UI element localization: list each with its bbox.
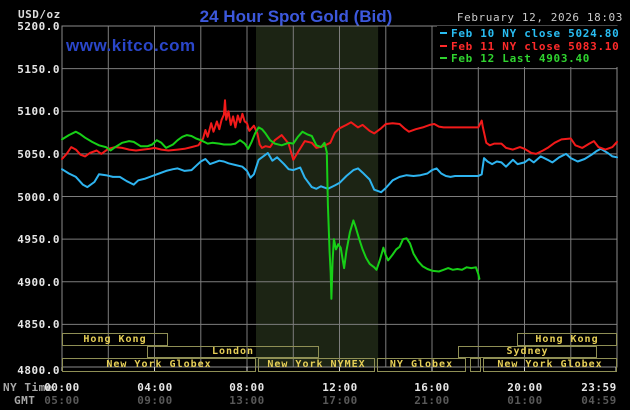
- y-tick-label: 4900.0: [17, 276, 60, 289]
- session-box: [470, 358, 481, 372]
- y-tick-label: 5150.0: [17, 63, 60, 76]
- session-box: London: [147, 345, 319, 358]
- page-title: 24 Hour Spot Gold (Bid): [199, 7, 393, 26]
- session-box: Sydney: [458, 345, 597, 358]
- session-label: Hong Kong: [83, 333, 147, 345]
- x-tick-label-gmt: 05:00: [44, 394, 80, 407]
- legend-dash-icon: [440, 57, 447, 59]
- x-tick-label-gmt: 13:00: [229, 394, 265, 407]
- y-tick-label: 5100.0: [17, 105, 60, 118]
- legend-dash-icon: [440, 32, 447, 34]
- session-label: New York Globex: [106, 359, 212, 371]
- session-box: Hong Kong: [62, 333, 168, 346]
- legend-item: Feb 10 NY close 5024.80: [440, 28, 619, 40]
- chart-timestamp: February 12, 2026 18:03: [456, 11, 623, 24]
- session-box: NY Globex: [377, 358, 466, 372]
- session-label: London: [211, 346, 255, 358]
- y-tick-label: 5050.0: [17, 148, 60, 161]
- session-label: New York Globex: [497, 359, 603, 371]
- session-box: New York Globex: [483, 358, 617, 372]
- x-tick-label-ny: 00:00: [44, 381, 80, 394]
- legend-label: Feb 12 Last 4903.40: [451, 52, 591, 65]
- session-box: New York NYMEX: [258, 358, 375, 372]
- kitco-watermark-link[interactable]: www.kitco.com: [66, 36, 196, 55]
- legend-label: Feb 11 NY close 5083.10: [451, 39, 620, 53]
- gmt-axis-label: GMT: [14, 394, 36, 407]
- legend: Feb 10 NY close 5024.80 Feb 11 NY close 5…: [437, 26, 626, 67]
- x-tick-label-ny: 20:00: [507, 381, 543, 394]
- x-tick-label-ny: 23:59: [581, 381, 617, 394]
- series-line-2: [61, 126, 481, 300]
- x-tick-label-gmt: 01:00: [507, 394, 543, 407]
- legend-item: Feb 11 NY close 5083.10: [440, 39, 620, 53]
- y-tick-label: 4800.0: [17, 364, 60, 377]
- y-tick-label: 5200.0: [17, 20, 60, 33]
- y-tick-label: 4850.0: [17, 318, 60, 331]
- y-tick-label: 5000.0: [17, 191, 60, 204]
- series-line-1: [61, 99, 618, 161]
- session-box: Hong Kong: [517, 333, 617, 346]
- session-label: New York NYMEX: [267, 359, 366, 371]
- session-label: Sydney: [506, 346, 549, 358]
- session-label: NY Globex: [389, 359, 454, 371]
- x-tick-label-gmt: 09:00: [137, 394, 173, 407]
- x-tick-label-gmt: 04:59: [581, 394, 617, 407]
- x-tick-label-ny: 08:00: [229, 381, 265, 394]
- legend-label: Feb 10 NY close 5024.80: [451, 27, 620, 40]
- y-axis-unit-label: USD/oz: [18, 8, 61, 21]
- x-tick-label-ny: 12:00: [322, 381, 358, 394]
- x-tick-label-ny: 16:00: [414, 381, 450, 394]
- x-tick-label-gmt: 21:00: [414, 394, 450, 407]
- x-tick-label-ny: 04:00: [137, 381, 173, 394]
- x-tick-label-gmt: 17:00: [322, 394, 358, 407]
- session-label: Hong Kong: [535, 333, 599, 345]
- series-line-0: [61, 147, 618, 194]
- legend-item: Feb 12 Last 4903.40: [440, 53, 590, 65]
- ny-time-axis-label: NY Time: [3, 381, 53, 394]
- session-box: New York Globex: [62, 358, 256, 372]
- y-tick-label: 4950.0: [17, 233, 60, 246]
- legend-dash-icon: [440, 44, 447, 47]
